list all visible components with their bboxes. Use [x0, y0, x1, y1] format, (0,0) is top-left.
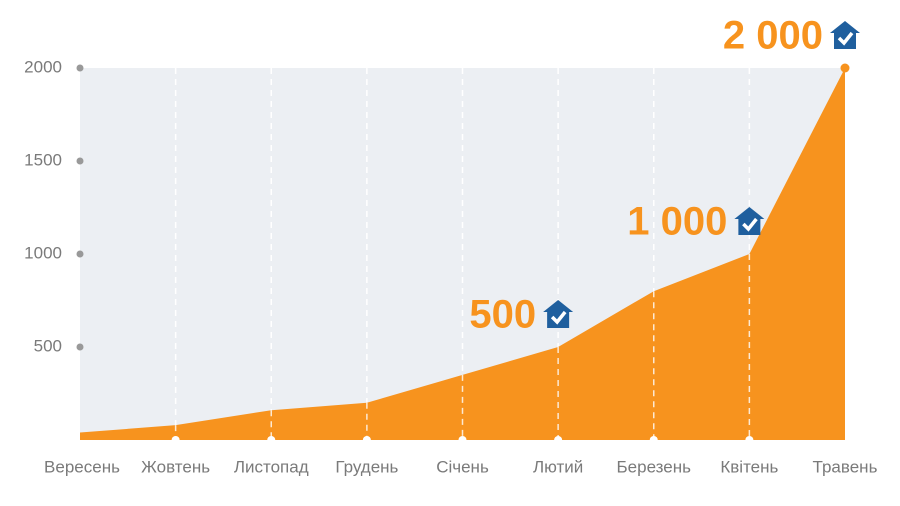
value-label: 500	[469, 293, 536, 337]
x-tick-label: Квітень	[720, 457, 778, 476]
x-tick-dot	[649, 436, 658, 444]
value-label: 2 000	[723, 14, 823, 58]
x-tick-label: Травень	[813, 457, 878, 476]
x-tick-dot	[554, 436, 563, 444]
icon-shape	[734, 207, 765, 235]
y-tick-dot	[76, 343, 84, 351]
x-tick-dot	[362, 436, 371, 444]
x-tick-label: Березень	[617, 457, 692, 476]
x-tick-dot	[267, 436, 276, 444]
icon-check	[742, 217, 758, 232]
x-tick-label: Вересень	[44, 457, 120, 476]
x-tick-label: Листопад	[234, 457, 309, 476]
icon-shape	[830, 21, 860, 49]
y-tick-dot	[76, 64, 84, 72]
value-label: 1 000	[627, 200, 727, 244]
y-tick-label: 2000	[24, 57, 62, 76]
end-dot	[840, 63, 850, 73]
x-tick-label: Жовтень	[141, 457, 210, 476]
x-tick-label: Січень	[436, 457, 489, 476]
check-icon	[734, 207, 765, 235]
y-tick-dot	[76, 250, 84, 258]
icon-check	[837, 31, 854, 46]
x-tick-dot	[458, 436, 467, 444]
x-tick-dot	[745, 436, 754, 444]
y-tick-dot	[76, 157, 84, 165]
y-tick-label: 1000	[24, 243, 62, 262]
x-tick-label: Лютий	[533, 457, 583, 476]
check-icon	[543, 300, 574, 328]
x-tick-dot	[171, 436, 180, 444]
check-icon	[830, 21, 860, 49]
icon-shape	[543, 300, 574, 328]
x-tick-label: Грудень	[335, 457, 398, 476]
icon-check	[550, 310, 567, 325]
y-tick-label: 500	[34, 336, 62, 355]
y-tick-label: 1500	[24, 150, 62, 169]
